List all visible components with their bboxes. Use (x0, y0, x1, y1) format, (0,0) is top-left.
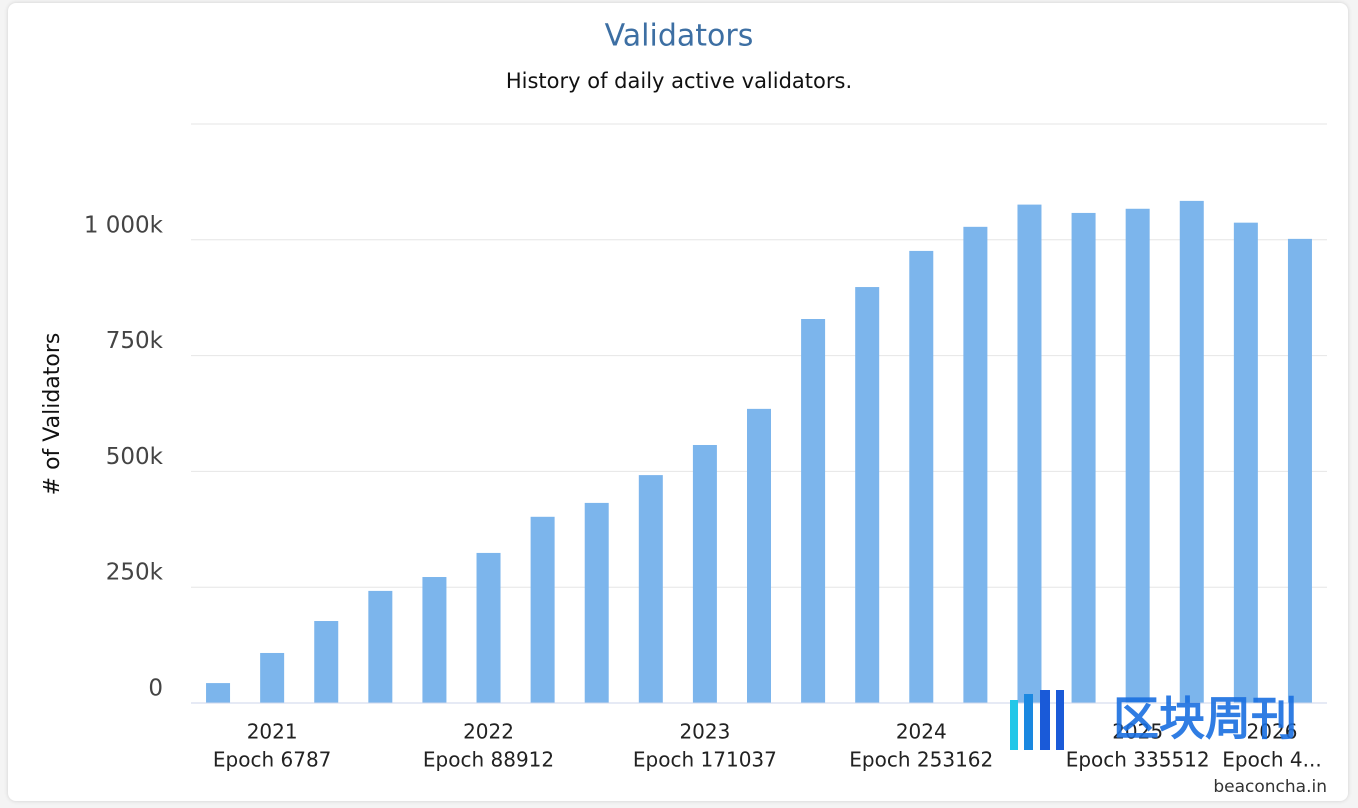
x-tick-label: 2023 (679, 720, 730, 744)
x-tick-sublabel: Epoch 6787 (213, 748, 332, 772)
bar (206, 683, 231, 703)
x-tick-sublabel: Epoch 335512 (1066, 748, 1210, 772)
logo-bar (1040, 690, 1050, 750)
bar (1125, 208, 1150, 703)
bar (638, 475, 663, 703)
x-tick-sublabel: Epoch 171037 (633, 748, 777, 772)
source-credit: beaconcha.in (1213, 777, 1327, 797)
bar (314, 621, 339, 703)
y-tick-label: 250k (106, 560, 164, 586)
bar (422, 577, 447, 703)
chart-card (8, 3, 1348, 801)
chart-subtitle: History of daily active validators. (506, 69, 852, 93)
bar (692, 444, 717, 703)
bar (1017, 204, 1042, 703)
watermark-logo (1010, 690, 1064, 750)
watermark: 区块周刊 (1113, 692, 1297, 746)
bar (260, 652, 285, 703)
y-tick-label: 0 (148, 676, 163, 702)
y-tick-label: 1 000k (84, 212, 164, 238)
bar (1233, 222, 1258, 703)
bar (368, 590, 393, 703)
chart-title: Validators (605, 19, 754, 54)
bar (747, 408, 771, 703)
logo-bar (1010, 700, 1018, 750)
x-tick-label: 2022 (463, 720, 514, 744)
bar (584, 502, 609, 703)
x-tick-label: 2021 (247, 720, 298, 744)
x-tick-label: 2026 (1247, 720, 1298, 744)
y-axis-label: # of Validators (40, 333, 65, 496)
bar (1071, 212, 1096, 704)
bar (801, 319, 826, 703)
x-tick-sublabel: Epoch 253162 (849, 748, 993, 772)
bar (909, 250, 934, 703)
x-tick-sublabel: Epoch 4... (1222, 748, 1321, 772)
x-tick-sublabel: Epoch 88912 (423, 748, 554, 772)
y-tick-label: 750k (106, 328, 164, 354)
bar (1179, 200, 1204, 703)
x-tick-label: 2025 (1112, 720, 1163, 744)
bar (530, 516, 555, 703)
bar (963, 226, 988, 704)
bar (1287, 238, 1312, 703)
x-tick-label: 2024 (896, 720, 947, 744)
bar (476, 552, 501, 703)
logo-bar (1056, 690, 1064, 750)
bar (855, 287, 880, 703)
logo-bar (1024, 694, 1033, 750)
y-tick-label: 500k (106, 444, 164, 470)
